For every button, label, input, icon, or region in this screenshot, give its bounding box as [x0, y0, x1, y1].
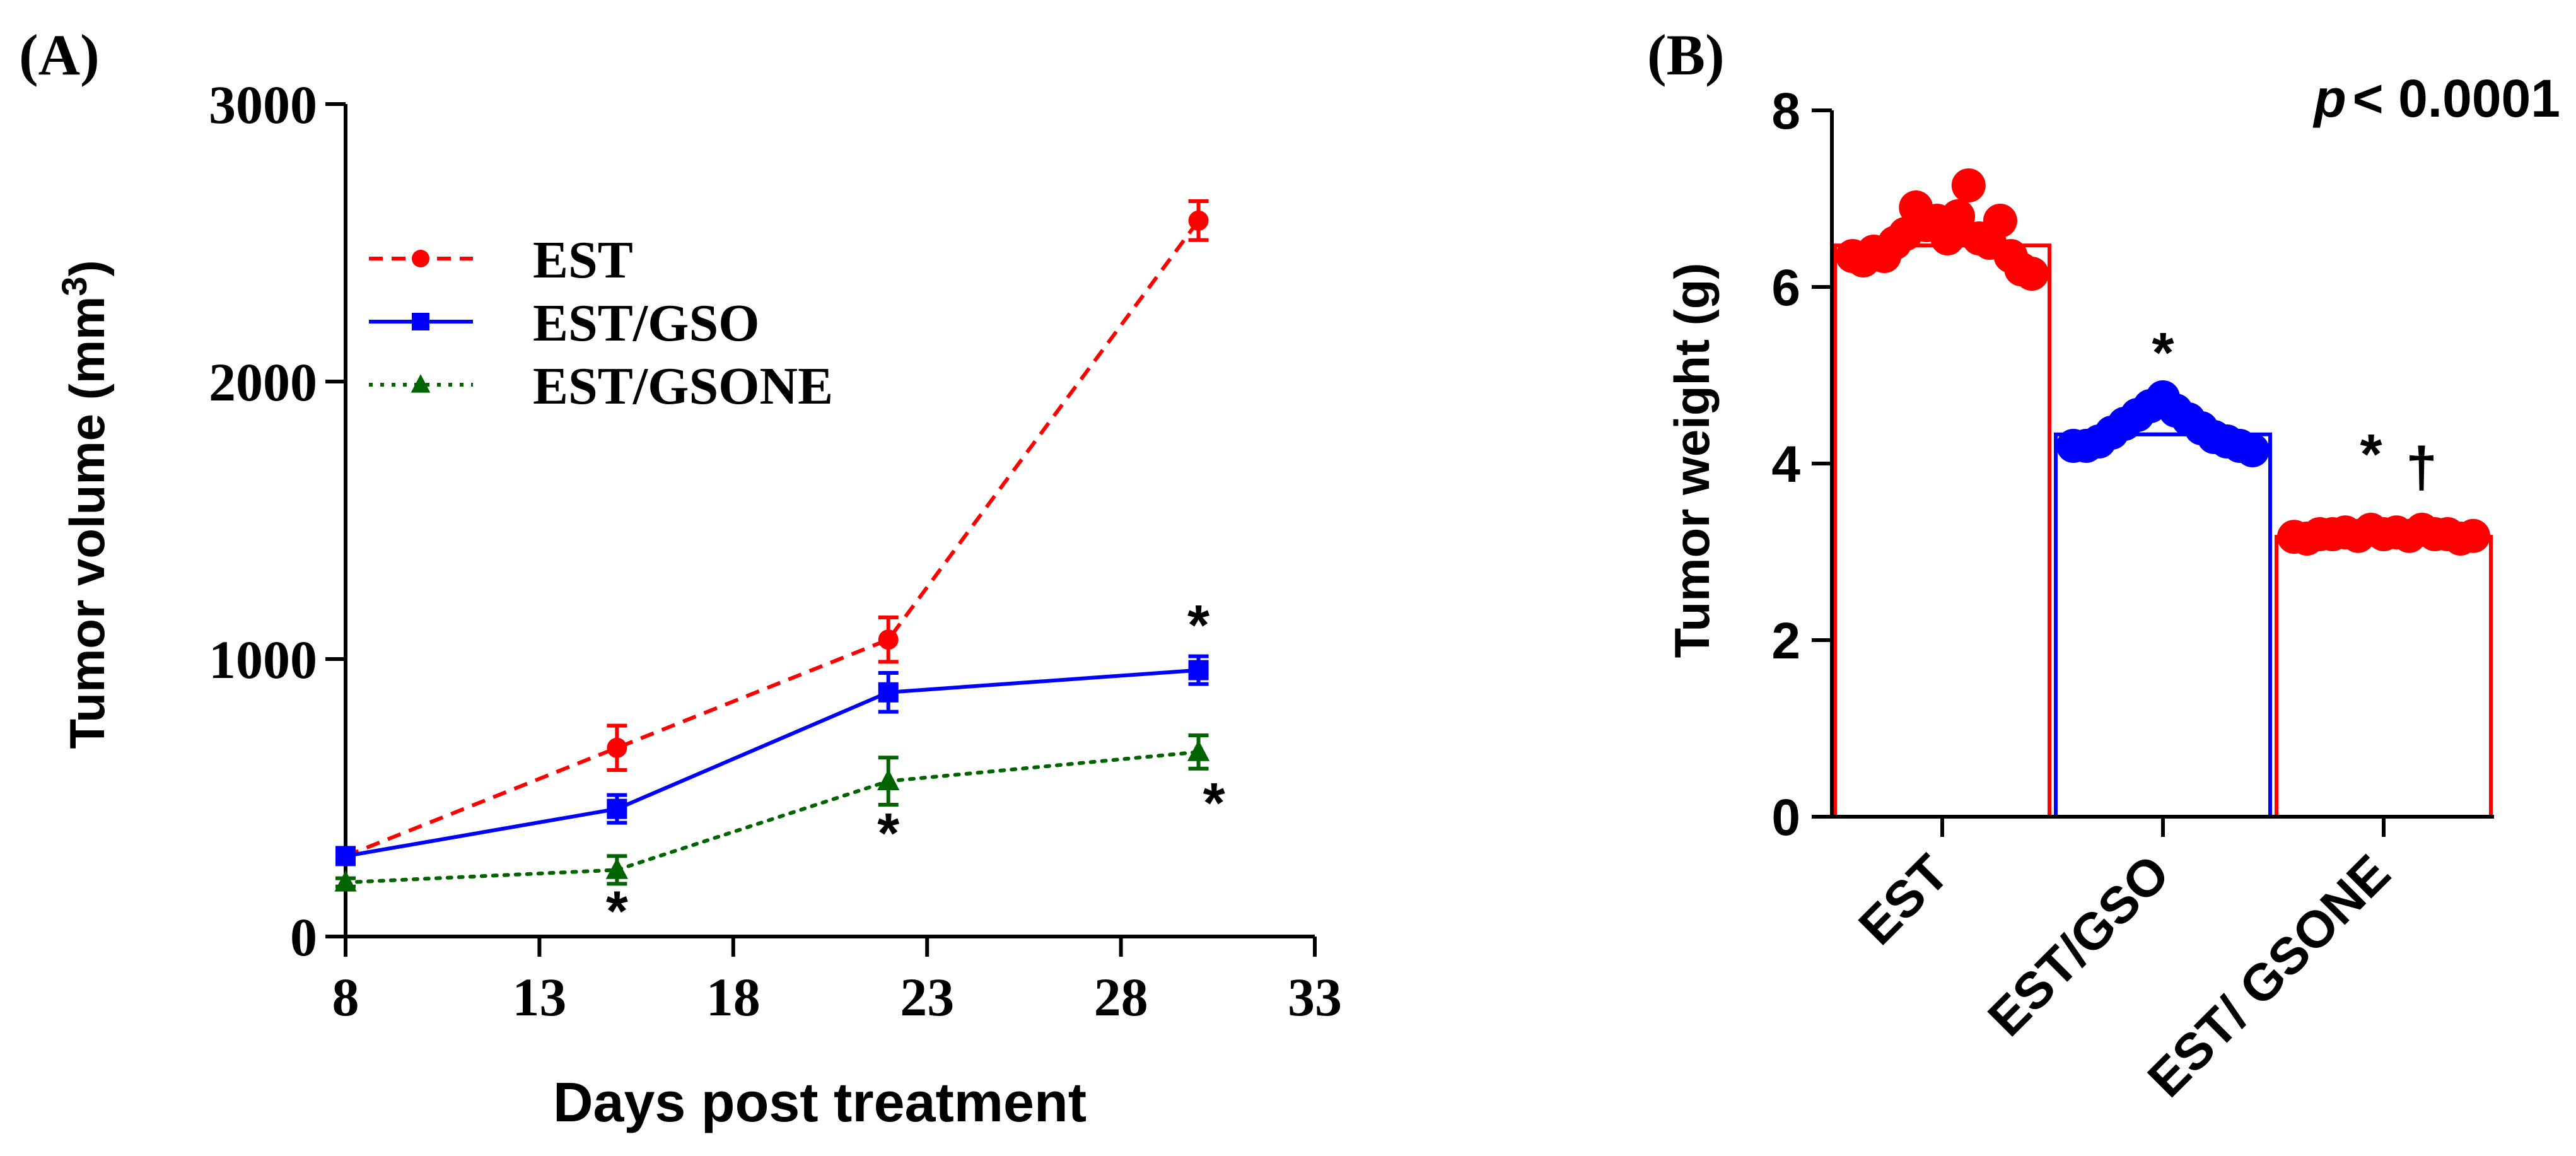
series-est	[335, 199, 1209, 867]
points-est-gso	[2056, 380, 2270, 467]
legend-item: EST/GSONE	[369, 357, 833, 416]
series-est-gso	[335, 654, 1209, 867]
legend-label: EST/GSONE	[533, 357, 833, 416]
panel-a-x-tick-label: 33	[1288, 967, 1342, 1027]
significance-star: *	[2152, 322, 2174, 385]
marker-triangle	[334, 870, 357, 892]
significance-dagger: †	[2406, 436, 2437, 499]
series-line	[344, 750, 1201, 885]
series-line	[345, 668, 1199, 858]
data-point	[1983, 204, 2017, 238]
panel-b-label: (B)	[1647, 23, 1725, 87]
marker-square	[335, 846, 356, 867]
panel-a-y-tick-label: 1000	[209, 629, 317, 690]
legend-label: EST	[533, 231, 633, 289]
panel-b-x-tick-label: EST	[1848, 844, 1960, 955]
marker-square	[607, 798, 627, 819]
legend-item: EST/GSO	[369, 294, 760, 353]
data-point	[1941, 199, 1976, 233]
panel-a-line-chart: (A) Tumor volume (mm3) Days post treatme…	[19, 23, 1342, 1133]
panel-b-points	[1836, 168, 2490, 556]
panel-b-y-tick-label: 0	[1771, 789, 1800, 846]
panel-b-y-tick-label: 4	[1771, 436, 1800, 493]
marker-triangle	[877, 769, 900, 790]
significance-star: *	[606, 880, 628, 943]
panel-a-label: (A)	[19, 23, 100, 87]
panel-b-y-tick-label: 8	[1771, 83, 1800, 140]
bar-est	[1833, 243, 2051, 819]
marker-circle	[878, 629, 899, 650]
significance-star: *	[877, 802, 899, 865]
panel-a-y-axis-title: Tumor volume (mm3)	[54, 260, 115, 749]
panel-a-annotations: * * * *	[606, 594, 1225, 943]
bar-est-gsone	[2275, 535, 2493, 819]
marker-triangle	[605, 858, 628, 879]
panel-a-x-tick-label: 18	[706, 967, 761, 1027]
bar-est-gso	[2054, 432, 2272, 819]
panel-a-y-tick-label: 2000	[209, 352, 317, 412]
panel-a-y-tick-label: 3000	[209, 74, 317, 135]
data-point	[2456, 518, 2490, 553]
significance-star: *	[2360, 423, 2382, 486]
panel-a-x-tick-label: 8	[332, 967, 359, 1027]
series-est-gsone	[334, 733, 1210, 892]
panel-a-x-tick-label: 23	[900, 967, 954, 1027]
marker-square	[878, 682, 899, 703]
panel-b-y-axis-title: Tumor weight (g)	[1664, 263, 1720, 658]
panel-a-y-tick-label: 0	[290, 907, 317, 967]
p-value-label: p < 0.0001	[2312, 69, 2560, 128]
marker-circle	[412, 250, 429, 267]
legend-label: EST/GSO	[533, 294, 760, 353]
panel-b-annotations: * * †	[2152, 322, 2437, 499]
panel-a-x-tick-label: 28	[1094, 967, 1148, 1027]
panel-b-y-tick-label: 6	[1771, 259, 1800, 317]
data-point	[1951, 168, 1986, 202]
points-est-gsone	[2277, 513, 2490, 556]
marker-circle	[1188, 210, 1209, 231]
panel-b-bar-chart: (B) p < 0.0001 Tumor weight (g) 0 2 4 6 8 EST E…	[1647, 23, 2560, 1108]
panel-b-x-tick-label: EST/GSO	[1978, 844, 2181, 1047]
significance-star: *	[1187, 594, 1209, 657]
legend-item: EST	[369, 231, 633, 289]
series-line	[344, 219, 1200, 858]
panel-a-series	[334, 199, 1210, 892]
marker-triangle	[1187, 740, 1210, 761]
panel-a-x-tick-label: 13	[512, 967, 566, 1027]
points-est	[1836, 168, 2049, 291]
panel-b-y-tick-label: 2	[1771, 612, 1800, 670]
marker-square	[1188, 660, 1209, 680]
marker-triangle	[411, 374, 431, 393]
data-point	[2235, 433, 2270, 467]
panel-a-axes: 0 1000 2000 3000 8 13 18 23 28 33	[209, 74, 1342, 1027]
marker-square	[412, 313, 429, 330]
data-point	[2015, 257, 2049, 291]
panel-a-x-axis-title: Days post treatment	[553, 1071, 1087, 1133]
marker-circle	[607, 737, 627, 758]
significance-star: *	[1203, 772, 1225, 835]
